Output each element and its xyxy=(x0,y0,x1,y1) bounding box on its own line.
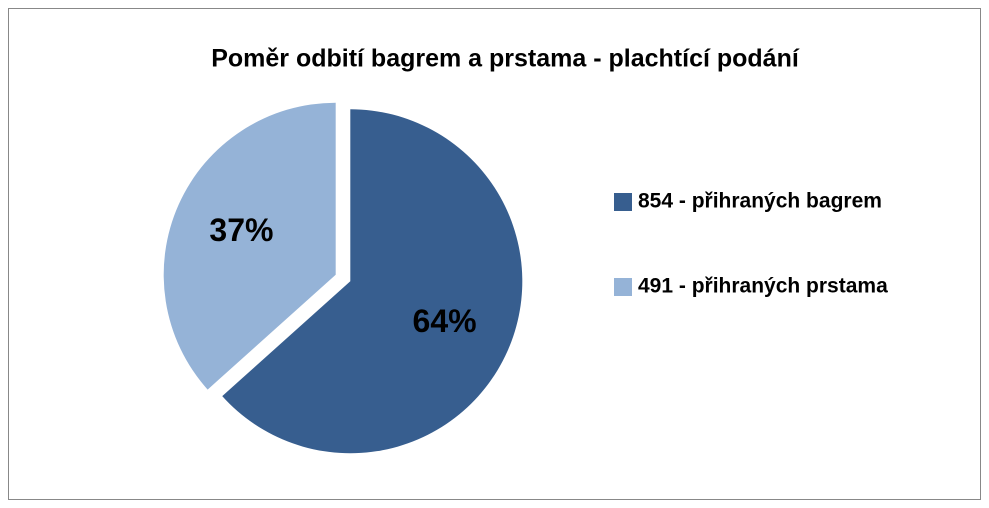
data-label: 37% xyxy=(209,212,273,248)
legend-text: 854 - přihraných bagrem xyxy=(638,190,882,213)
pie-slice xyxy=(163,102,336,390)
data-label: 64% xyxy=(413,303,477,339)
legend-swatch xyxy=(614,193,632,211)
chart-title: Poměr odbití bagrem a prstama - plachtíc… xyxy=(211,45,800,73)
legend-swatch xyxy=(614,278,632,296)
pie-slice xyxy=(222,109,523,454)
legend-text: 491 - přihraných prstama xyxy=(638,275,888,298)
